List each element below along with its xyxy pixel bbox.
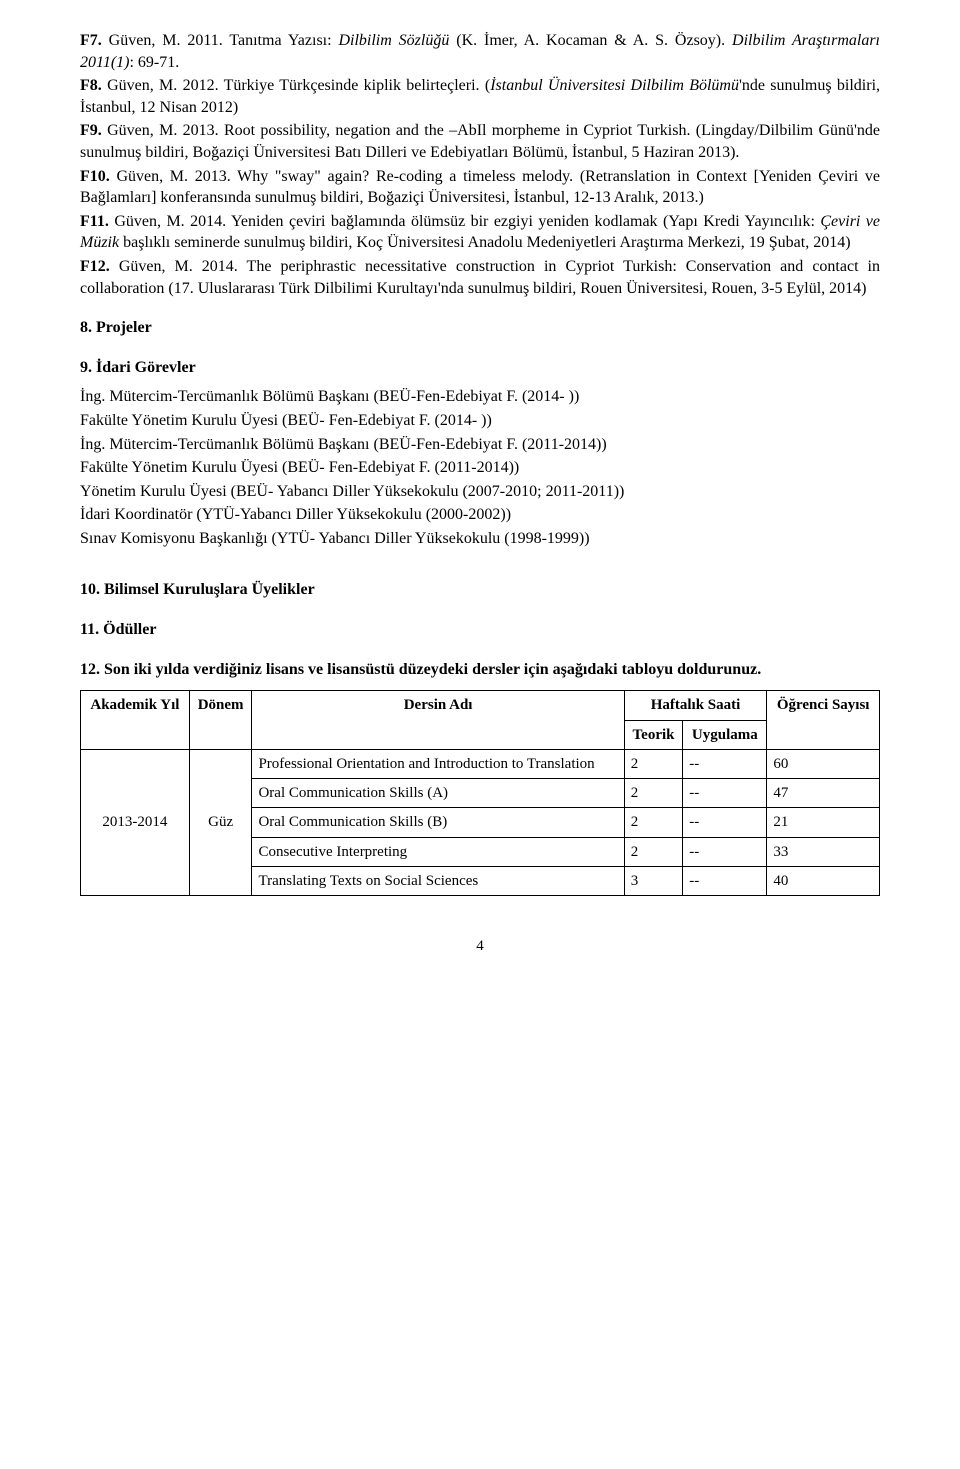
entry-f11: F11. Güven, M. 2014. Yeniden çeviri bağl… xyxy=(80,211,880,254)
duty-line: İng. Mütercim-Tercümanlık Bölümü Başkanı… xyxy=(80,386,880,408)
cell-course: Consecutive Interpreting xyxy=(252,837,624,866)
entry-text: Güven, M. 2013. Why "sway" again? Re-cod… xyxy=(80,168,880,207)
th-term: Dönem xyxy=(189,691,252,750)
th-course: Dersin Adı xyxy=(252,691,624,750)
section-10-title: 10. Bilimsel Kuruluşlara Üyelikler xyxy=(80,579,880,601)
cell-theory: 2 xyxy=(624,837,683,866)
cell-practice: -- xyxy=(683,808,767,837)
duties-block: İng. Mütercim-Tercümanlık Bölümü Başkanı… xyxy=(80,386,880,549)
duty-line: İdari Koordinatör (YTÜ-Yabancı Diller Yü… xyxy=(80,504,880,526)
duty-line: Fakülte Yönetim Kurulu Üyesi (BEÜ- Fen-E… xyxy=(80,457,880,479)
section-11-title: 11. Ödüller xyxy=(80,619,880,641)
duty-line: İng. Mütercim-Tercümanlık Bölümü Başkanı… xyxy=(80,434,880,456)
entry-text: başlıklı seminerde sunulmuş bildiri, Koç… xyxy=(119,234,850,251)
entry-italic: Dilbilim Sözlüğü xyxy=(338,32,449,49)
cell-practice: -- xyxy=(683,866,767,895)
entry-label: F8. xyxy=(80,77,107,94)
cell-students: 47 xyxy=(767,779,880,808)
th-weekly: Haftalık Saati xyxy=(624,691,767,720)
section-9-title: 9. İdari Görevler xyxy=(80,357,880,379)
table-wrapper: Akademik Yıl Dönem Dersin Adı Haftalık S… xyxy=(80,690,880,896)
cell-students: 40 xyxy=(767,866,880,895)
table-row: 2013-2014 Güz Professional Orientation a… xyxy=(81,749,880,778)
entry-f9: F9. Güven, M. 2013. Root possibility, ne… xyxy=(80,120,880,163)
duty-line: Yönetim Kurulu Üyesi (BEÜ- Yabancı Dille… xyxy=(80,481,880,503)
entry-label: F12. xyxy=(80,258,119,275)
entry-text: Güven, M. 2013. Root possibility, negati… xyxy=(80,122,880,161)
entry-label: F10. xyxy=(80,168,116,185)
cell-course: Professional Orientation and Introductio… xyxy=(252,749,624,778)
entry-label: F9. xyxy=(80,122,107,139)
cell-students: 21 xyxy=(767,808,880,837)
entry-text: Güven, M. 2014. Yeniden çeviri bağlamınd… xyxy=(114,213,820,230)
cell-term: Güz xyxy=(189,749,252,895)
section-12-text: 12. Son iki yılda verdiğiniz lisans ve l… xyxy=(80,661,761,678)
table-header-row: Akademik Yıl Dönem Dersin Adı Haftalık S… xyxy=(81,691,880,720)
entry-text: Güven, M. 2014. The periphrastic necessi… xyxy=(80,258,880,297)
cell-students: 33 xyxy=(767,837,880,866)
cell-course: Oral Communication Skills (B) xyxy=(252,808,624,837)
th-students: Öğrenci Sayısı xyxy=(767,691,880,750)
section-12-title: 12. Son iki yılda verdiğiniz lisans ve l… xyxy=(80,659,880,681)
cell-students: 60 xyxy=(767,749,880,778)
entry-f7: F7. Güven, M. 2011. Tanıtma Yazısı: Dilb… xyxy=(80,30,880,73)
entry-text: Güven, M. 2011. Tanıtma Yazısı: xyxy=(109,32,339,49)
cell-theory: 2 xyxy=(624,749,683,778)
entry-text: : 69-71. xyxy=(129,54,179,71)
duty-line: Sınav Komisyonu Başkanlığı (YTÜ- Yabancı… xyxy=(80,528,880,550)
entry-text: (K. İmer, A. Kocaman & A. S. Özsoy). xyxy=(449,32,732,49)
entry-text: Güven, M. 2012. Türkiye Türkçesinde kipl… xyxy=(107,77,490,94)
entry-label: F11. xyxy=(80,213,114,230)
publications-block: F7. Güven, M. 2011. Tanıtma Yazısı: Dilb… xyxy=(80,30,880,299)
th-theory: Teorik xyxy=(624,720,683,749)
cell-practice: -- xyxy=(683,837,767,866)
entry-italic: İstanbul Üniversitesi Dilbilim Bölümü xyxy=(490,77,739,94)
cell-practice: -- xyxy=(683,749,767,778)
cell-year: 2013-2014 xyxy=(81,749,190,895)
cell-course: Translating Texts on Social Sciences xyxy=(252,866,624,895)
cell-theory: 3 xyxy=(624,866,683,895)
cell-practice: -- xyxy=(683,779,767,808)
entry-label: F7. xyxy=(80,32,109,49)
page-number: 4 xyxy=(80,936,880,956)
courses-table: Akademik Yıl Dönem Dersin Adı Haftalık S… xyxy=(80,690,880,896)
cell-course: Oral Communication Skills (A) xyxy=(252,779,624,808)
th-practice: Uygulama xyxy=(683,720,767,749)
cell-theory: 2 xyxy=(624,808,683,837)
entry-f8: F8. Güven, M. 2012. Türkiye Türkçesinde … xyxy=(80,75,880,118)
entry-f12: F12. Güven, M. 2014. The periphrastic ne… xyxy=(80,256,880,299)
entry-f10: F10. Güven, M. 2013. Why "sway" again? R… xyxy=(80,166,880,209)
th-year: Akademik Yıl xyxy=(81,691,190,750)
duty-line: Fakülte Yönetim Kurulu Üyesi (BEÜ- Fen-E… xyxy=(80,410,880,432)
cell-theory: 2 xyxy=(624,779,683,808)
section-8-title: 8. Projeler xyxy=(80,317,880,339)
